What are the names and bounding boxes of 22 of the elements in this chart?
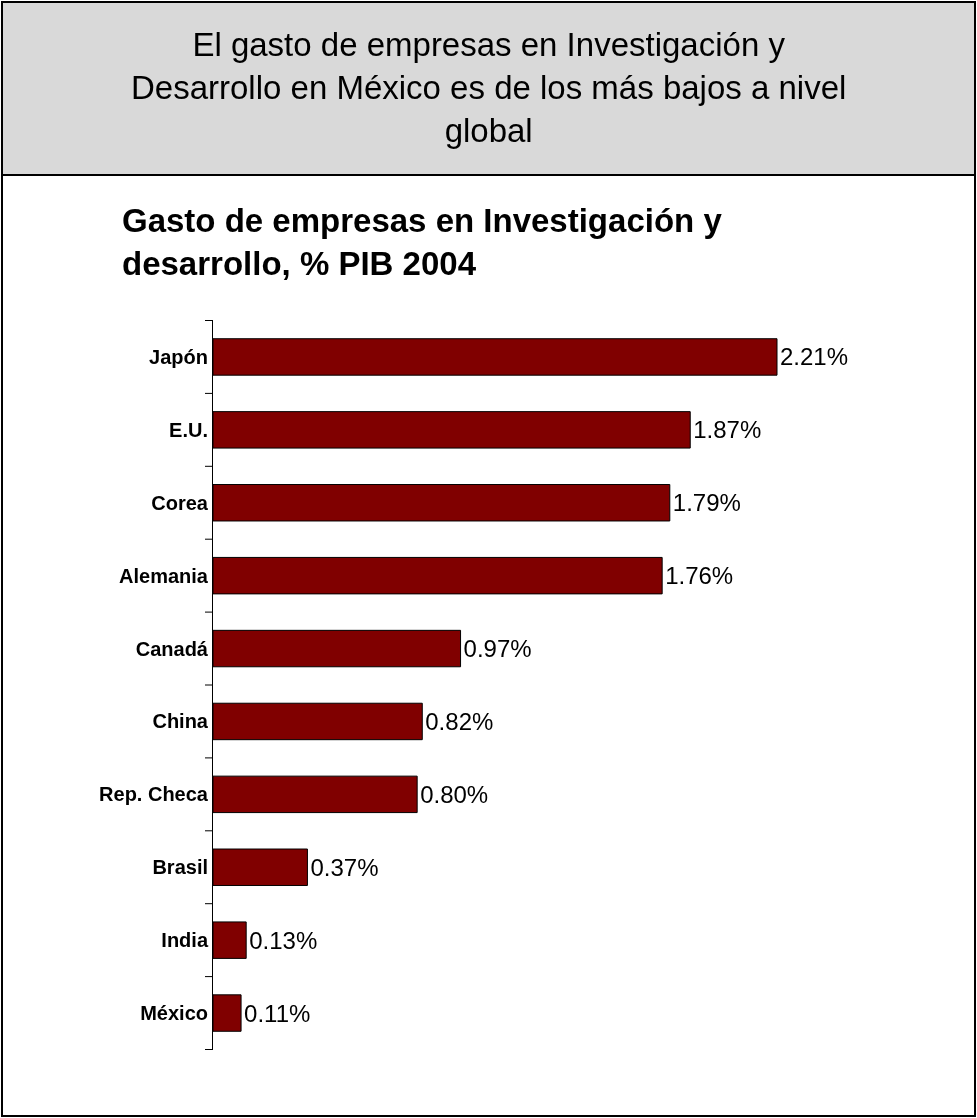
- data-label: 0.97%: [463, 635, 532, 663]
- chart-subtitle: Gasto de empresas en Investigación y desarrollo, % PIB 2004: [122, 202, 723, 282]
- data-label: 1.87%: [693, 416, 762, 444]
- y-tick-label: México: [140, 1002, 208, 1025]
- y-tick-label: India: [161, 929, 209, 952]
- data-label: 2.21%: [780, 343, 849, 371]
- chart-title: El gasto de empresas en Investigación y Desarrollo en México es de los más bajos a nivel global: [131, 26, 847, 149]
- y-tick-label: Alemania: [119, 564, 209, 587]
- data-label: 0.11%: [244, 999, 311, 1027]
- y-tick-label: E.U.: [169, 418, 208, 441]
- y-tick-label: Brasil: [152, 856, 208, 879]
- data-label: 0.37%: [310, 853, 379, 881]
- data-label: 1.76%: [665, 562, 734, 590]
- data-label: 0.13%: [249, 926, 318, 954]
- y-tick-label: Corea: [151, 491, 209, 514]
- y-tick-label: China: [152, 710, 209, 733]
- y-tick-label: Japón: [149, 345, 208, 368]
- data-label: 0.82%: [425, 707, 494, 735]
- data-label: 1.79%: [672, 489, 741, 517]
- y-tick-label: Canadá: [135, 637, 209, 660]
- y-tick-label: Rep. Checa: [99, 783, 209, 806]
- data-label: 0.80%: [420, 780, 489, 808]
